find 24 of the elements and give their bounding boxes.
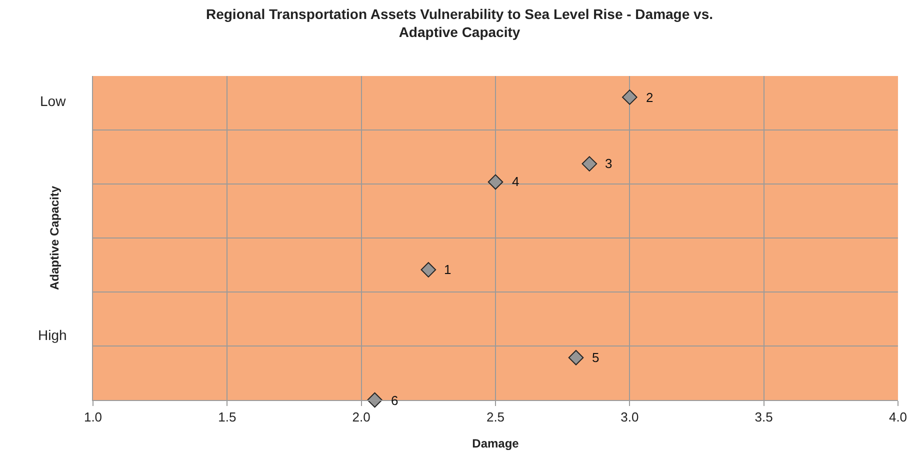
x-tick-label: 2.0 <box>352 410 370 425</box>
point <box>367 392 382 408</box>
x-tick-label: 2.5 <box>486 410 505 425</box>
annotation: 3 <box>605 156 612 171</box>
x-axis-title: Damage <box>472 436 520 450</box>
annotation: 1 <box>444 262 452 277</box>
point <box>622 90 638 105</box>
annotation: 6 <box>391 393 398 408</box>
chart-title: Regional Transportation Assets Vulnerability to Sea Level Rise - Damage vs. Adaptive Capacity <box>206 6 714 40</box>
annotation: 2 <box>646 90 654 105</box>
point <box>488 174 504 190</box>
y-axis-title: Adaptive Capacity <box>47 186 62 290</box>
text: High <box>38 327 67 343</box>
annotation: 4 <box>512 174 520 189</box>
text: Low <box>40 93 67 109</box>
point <box>582 156 598 172</box>
x-tick-label: 3.5 <box>754 410 773 425</box>
x-tick-label: 3.0 <box>620 410 639 425</box>
point <box>420 262 436 278</box>
x-tick-label: 1.0 <box>84 410 102 425</box>
x-tick-label: 4.0 <box>888 410 908 425</box>
annotation: 5 <box>592 350 600 365</box>
x-tick-label: 1.5 <box>218 410 236 425</box>
point <box>568 350 584 366</box>
